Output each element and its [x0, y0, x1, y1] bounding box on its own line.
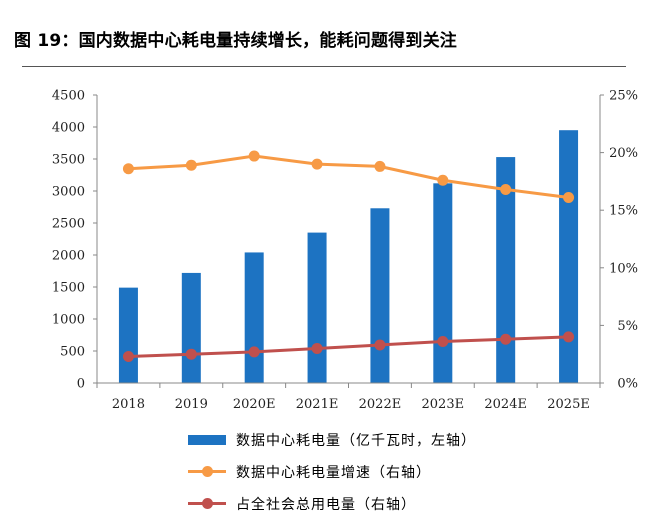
- bar-2020E: [244, 252, 264, 383]
- y-left-tick-label: 1500: [52, 281, 85, 296]
- x-tick-label: 2019: [175, 397, 208, 412]
- point-1-2018: [122, 163, 134, 175]
- series-line-1: [128, 154, 569, 200]
- y-left-tick-label: 4500: [52, 89, 85, 104]
- y-right-tick-label: 25%: [609, 89, 638, 104]
- y-right-tick-label: 10%: [609, 261, 638, 276]
- y-left-tick-label: 2500: [52, 217, 85, 232]
- bar-2022E: [370, 208, 390, 383]
- point-2-2023E: [437, 336, 449, 348]
- point-1-2023E: [437, 174, 449, 186]
- legend-label: 数据中心耗电量（亿千瓦时，左轴）: [236, 433, 476, 449]
- x-tick-label: 2024E: [484, 397, 527, 412]
- legend-label: 占全社会总用电量（右轴）: [236, 497, 416, 513]
- y-right-tick-label: 0%: [617, 377, 638, 392]
- legend-swatch-growth: [188, 466, 226, 478]
- point-2-2020E: [248, 346, 260, 358]
- line-series: [122, 150, 575, 363]
- series-line-2: [128, 335, 569, 359]
- bar-2025E: [559, 130, 579, 383]
- y-left-tick-label: 3000: [52, 185, 85, 200]
- legend-item-share: 占全社会总用电量（右轴）: [188, 488, 476, 520]
- point-1-2021E: [311, 158, 323, 170]
- axes: [93, 94, 604, 388]
- point-1-2020E: [248, 150, 260, 162]
- point-2-2018: [122, 351, 134, 363]
- bar-2023E: [433, 183, 453, 383]
- point-2-2024E: [500, 333, 512, 345]
- legend: 数据中心耗电量（亿千瓦时，左轴） 数据中心耗电量增速（右轴） 占全社会总用电量（…: [188, 424, 476, 520]
- point-1-2024E: [500, 183, 512, 195]
- y-left-tick-label: 3500: [52, 153, 85, 168]
- point-2-2019: [185, 348, 197, 360]
- legend-item-bar: 数据中心耗电量（亿千瓦时，左轴）: [188, 424, 476, 456]
- legend-swatch-share: [188, 498, 226, 510]
- figure-title: 图 19：国内数据中心耗电量持续增长，能耗问题得到关注: [14, 31, 457, 51]
- bar-2021E: [307, 232, 327, 383]
- point-2-2025E: [563, 331, 575, 343]
- y-left-tick-label: 0: [77, 377, 85, 392]
- point-2-2022E: [374, 339, 386, 351]
- bar-2019: [181, 272, 201, 383]
- x-tick-label: 2022E: [359, 397, 402, 412]
- legend-swatch-bar: [188, 435, 226, 445]
- y-left-tick-label: 4000: [52, 121, 85, 136]
- x-tick-label: 2020E: [233, 397, 276, 412]
- point-1-2025E: [563, 192, 575, 204]
- y-left-tick-label: 2000: [52, 249, 85, 264]
- y-left-tick-label: 500: [60, 345, 85, 360]
- point-1-2022E: [374, 160, 386, 172]
- legend-item-growth: 数据中心耗电量增速（右轴）: [188, 456, 476, 488]
- x-tick-label: 2018: [112, 397, 145, 412]
- y-left-tick-label: 1000: [52, 313, 85, 328]
- x-tick-label: 2021E: [296, 397, 339, 412]
- y-right-tick-label: 15%: [609, 204, 638, 219]
- y-right-tick-label: 5%: [617, 319, 638, 334]
- x-tick-label: 2023E: [422, 397, 465, 412]
- bar-2024E: [496, 157, 516, 383]
- bar-2018: [118, 287, 138, 383]
- title-divider: [22, 66, 626, 67]
- point-1-2019: [185, 159, 197, 171]
- y-right-tick-label: 20%: [609, 146, 638, 161]
- combo-chart: 0 500 1000 1500 2000 2500 3000 3500 4000 4500 0% 5%…: [52, 89, 638, 413]
- point-2-2021E: [311, 342, 323, 354]
- x-tick-label: 2025E: [547, 397, 590, 412]
- legend-label: 数据中心耗电量增速（右轴）: [236, 465, 431, 481]
- tick-labels: 0 500 1000 1500 2000 2500 3000 3500 4000 4500 0% 5%…: [52, 89, 638, 413]
